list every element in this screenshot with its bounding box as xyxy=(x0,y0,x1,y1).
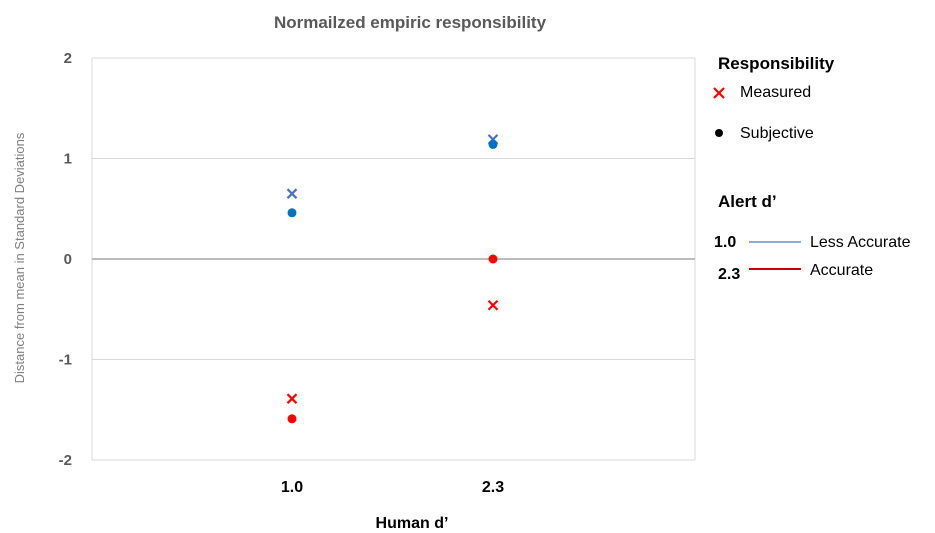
legend-alert-title: Alert d’ xyxy=(718,192,777,211)
y-tick-label: 1 xyxy=(64,151,72,168)
y-tick-label: -2 xyxy=(59,452,72,469)
legend-accurate-label: Accurate xyxy=(810,262,873,279)
x-tick-label: 1.0 xyxy=(281,479,303,496)
data-points xyxy=(286,134,499,424)
x-tick-label: 2.3 xyxy=(482,479,504,496)
legend-item-accurate: 2.3 Accurate xyxy=(718,262,873,283)
legend-x-marker xyxy=(713,87,725,99)
legend-item-measured: Measured xyxy=(713,84,811,101)
y-tick-label: 2 xyxy=(64,50,72,67)
legend: Responsibility Measured Subjective Alert… xyxy=(713,54,911,283)
legend-item-less-accurate: 1.0 Less Accurate xyxy=(714,234,911,251)
grid xyxy=(91,57,696,461)
x-axis-label: Human d’ xyxy=(376,515,449,532)
x-tick-labels: 1.0 2.3 xyxy=(281,479,504,496)
y-tick-label: 0 xyxy=(64,251,72,268)
legend-measured-label: Measured xyxy=(740,84,811,101)
y-tick-labels: 2 1 0 -1 -2 xyxy=(59,50,72,469)
legend-item-subjective: Subjective xyxy=(715,125,814,142)
y-tick-label: -1 xyxy=(59,352,72,369)
data-point-circle-marker xyxy=(488,139,498,149)
data-point-circle-marker xyxy=(287,414,297,424)
legend-less-accurate-label: Less Accurate xyxy=(810,234,911,251)
data-point-circle-marker xyxy=(488,254,498,264)
data-point-circle-marker xyxy=(287,208,297,218)
legend-alert-value-2: 2.3 xyxy=(718,266,740,283)
y-axis-label: Distance from mean in Standard Deviation… xyxy=(12,132,27,383)
data-point-x-marker xyxy=(286,188,298,199)
chart-title: Normailzed empiric responsibility xyxy=(274,13,547,32)
legend-alert-value-1: 1.0 xyxy=(714,234,736,251)
legend-subjective-label: Subjective xyxy=(740,125,814,142)
legend-circle-marker xyxy=(715,129,723,137)
data-point-x-marker xyxy=(286,393,298,404)
data-point-x-marker xyxy=(487,299,499,311)
legend-responsibility-title: Responsibility xyxy=(718,54,835,73)
